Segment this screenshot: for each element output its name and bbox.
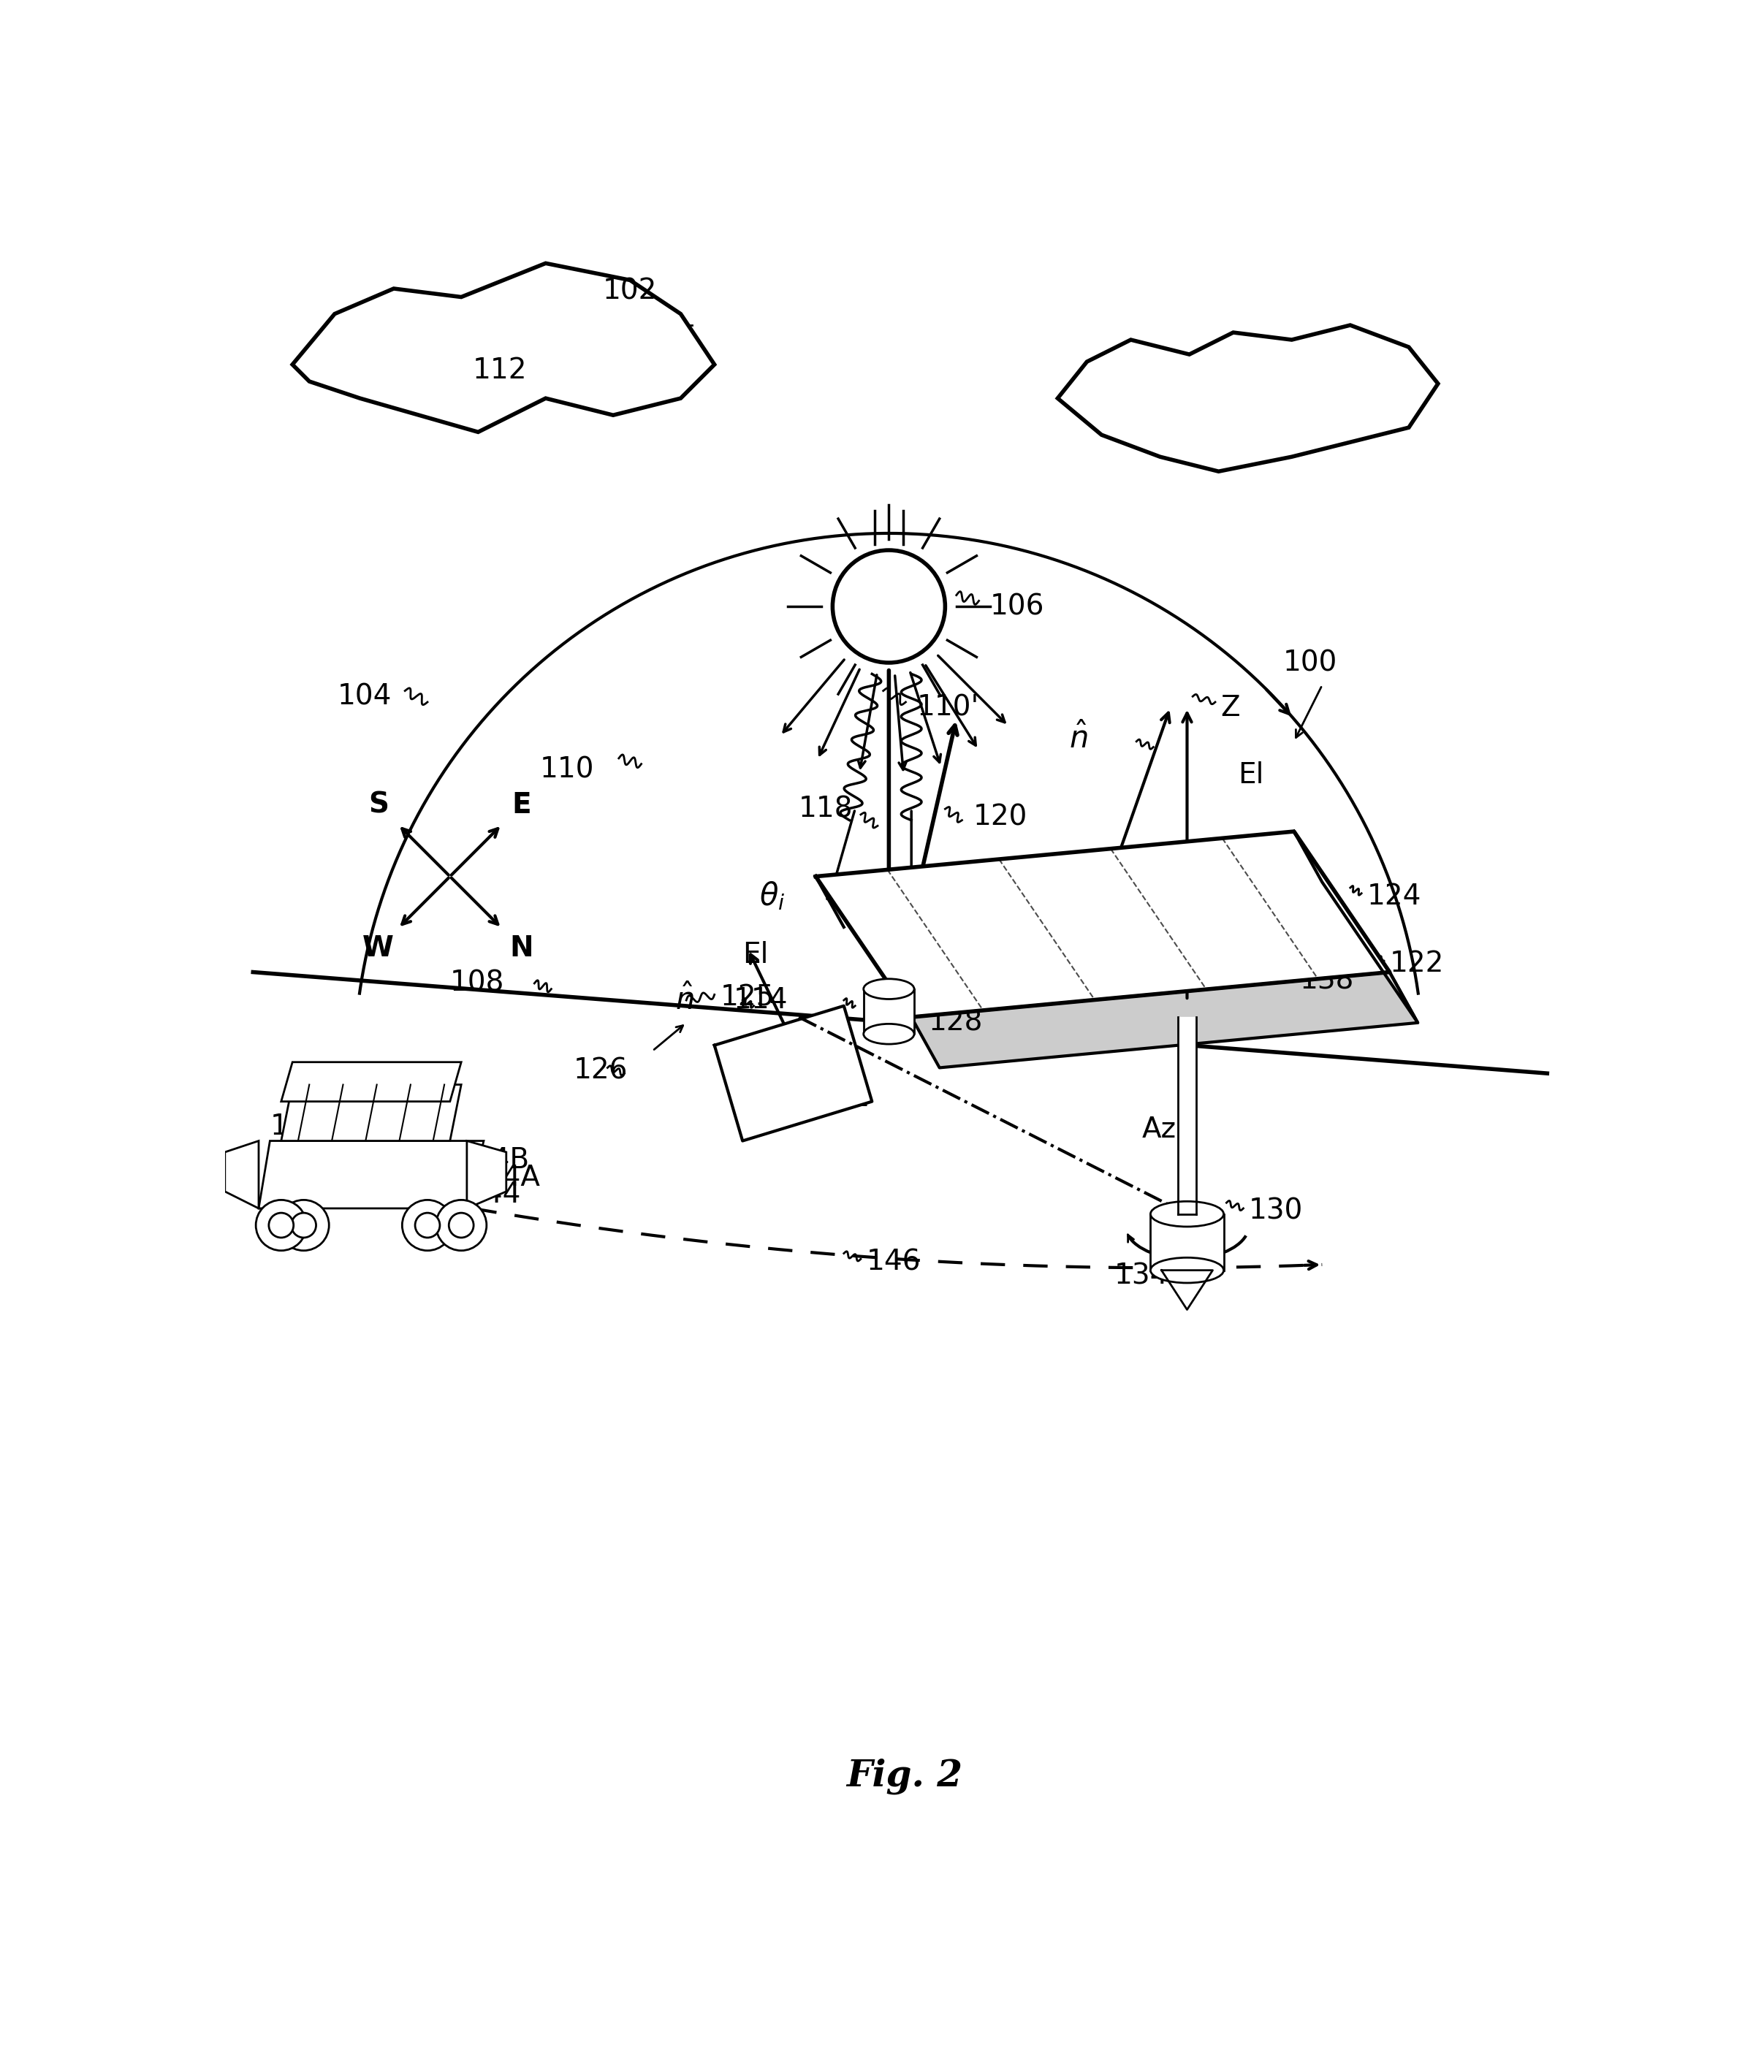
- Text: 106: 106: [990, 593, 1044, 620]
- Polygon shape: [467, 1142, 506, 1208]
- Text: 132: 132: [815, 1086, 870, 1113]
- Polygon shape: [864, 988, 914, 1034]
- Text: $\hat{n}$: $\hat{n}$: [1069, 723, 1088, 754]
- Text: $\hat{n}$: $\hat{n}$: [676, 984, 693, 1015]
- Polygon shape: [259, 1142, 483, 1208]
- Polygon shape: [912, 972, 1418, 1067]
- Text: 130: 130: [1249, 1198, 1304, 1225]
- Polygon shape: [1058, 325, 1438, 472]
- Text: S: S: [369, 792, 388, 818]
- Polygon shape: [714, 1005, 871, 1142]
- Text: 124: 124: [1367, 883, 1422, 910]
- Text: 108: 108: [450, 970, 505, 997]
- Ellipse shape: [864, 1024, 914, 1044]
- Text: W: W: [363, 934, 393, 961]
- Text: 100: 100: [1282, 649, 1337, 678]
- Ellipse shape: [864, 978, 914, 999]
- Polygon shape: [280, 1063, 460, 1102]
- Circle shape: [448, 1212, 473, 1237]
- Text: 142: 142: [270, 1113, 325, 1142]
- Polygon shape: [1178, 1017, 1196, 1214]
- Text: 134: 134: [1113, 1262, 1168, 1289]
- Ellipse shape: [1150, 1258, 1224, 1283]
- Text: 128: 128: [928, 1009, 983, 1036]
- Circle shape: [402, 1200, 453, 1251]
- Text: N: N: [510, 934, 533, 961]
- Text: El: El: [743, 941, 769, 970]
- Text: 104: 104: [337, 682, 392, 711]
- Polygon shape: [224, 1142, 259, 1208]
- Text: 144B: 144B: [455, 1146, 529, 1175]
- Text: 114: 114: [734, 986, 787, 1013]
- Circle shape: [291, 1212, 316, 1237]
- Text: 126: 126: [573, 1057, 628, 1084]
- Text: 110: 110: [540, 756, 594, 783]
- Circle shape: [436, 1200, 487, 1251]
- Polygon shape: [1150, 1214, 1224, 1270]
- Circle shape: [256, 1200, 307, 1251]
- Text: 138: 138: [1300, 968, 1355, 995]
- Text: Z: Z: [1221, 694, 1240, 721]
- Text: 110': 110': [917, 694, 979, 721]
- Text: $\theta_i$: $\theta_i$: [760, 881, 785, 912]
- Text: 118: 118: [799, 796, 854, 823]
- Ellipse shape: [1150, 1202, 1224, 1227]
- Text: E: E: [512, 792, 531, 818]
- Text: 122: 122: [1390, 949, 1445, 978]
- Circle shape: [415, 1212, 439, 1237]
- Circle shape: [833, 551, 946, 663]
- Text: Az: Az: [1141, 1115, 1177, 1144]
- Text: 125: 125: [720, 984, 774, 1011]
- Polygon shape: [1161, 1270, 1212, 1310]
- Polygon shape: [1295, 831, 1418, 1024]
- Circle shape: [268, 1212, 293, 1237]
- Text: 140: 140: [1102, 891, 1157, 918]
- Text: 120: 120: [974, 804, 1028, 831]
- Text: 144A: 144A: [467, 1164, 540, 1191]
- Polygon shape: [815, 831, 1390, 1017]
- Polygon shape: [280, 1084, 460, 1142]
- Polygon shape: [293, 263, 714, 433]
- Text: 136: 136: [1300, 928, 1355, 955]
- Text: 112: 112: [473, 356, 527, 383]
- Text: 116: 116: [968, 968, 1021, 995]
- Text: 146: 146: [866, 1247, 921, 1276]
- Text: 144: 144: [467, 1181, 520, 1208]
- Text: Fig. 2: Fig. 2: [847, 1759, 961, 1794]
- Circle shape: [279, 1200, 330, 1251]
- Text: 102: 102: [603, 278, 658, 305]
- Text: El: El: [1238, 760, 1263, 789]
